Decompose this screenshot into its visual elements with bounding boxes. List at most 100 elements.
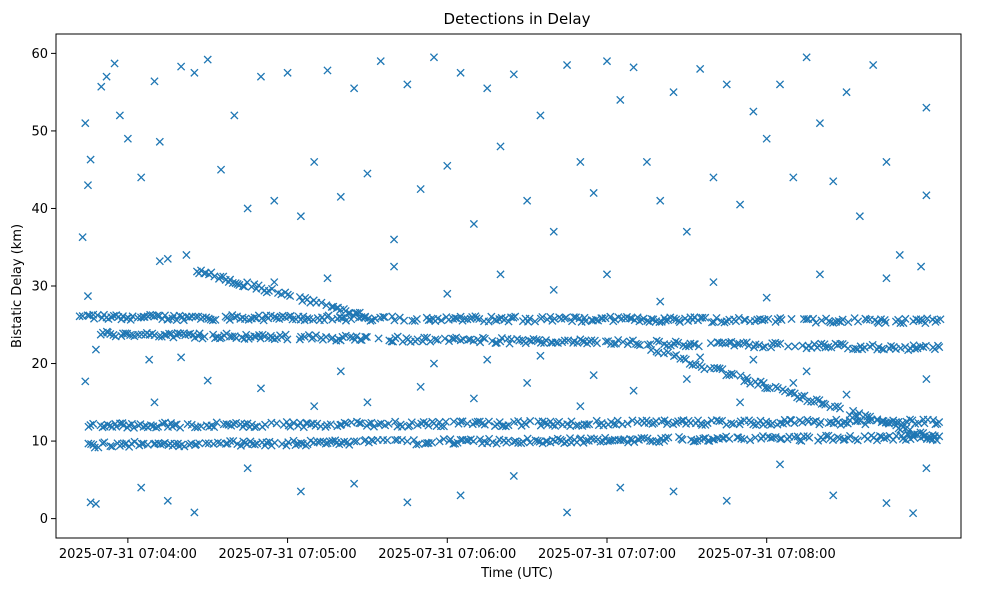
data-point xyxy=(715,417,724,426)
data-point xyxy=(456,68,465,77)
data-point xyxy=(200,332,209,341)
data-point xyxy=(551,338,560,347)
data-point xyxy=(323,274,332,283)
data-point xyxy=(881,318,890,327)
data-point xyxy=(601,314,610,323)
data-point xyxy=(278,439,287,449)
data-point xyxy=(321,332,331,342)
data-point xyxy=(882,499,891,508)
data-point xyxy=(240,420,249,429)
data-point xyxy=(729,370,738,379)
data-point xyxy=(441,417,450,426)
data-point xyxy=(203,55,212,64)
data-point xyxy=(576,402,585,411)
x-axis: 2025-07-31 07:04:00 2025-07-31 07:05:00 20… xyxy=(59,538,836,562)
data-point xyxy=(709,278,718,287)
data-point xyxy=(874,319,883,328)
data-point xyxy=(901,314,910,323)
data-point xyxy=(121,329,130,338)
data-point xyxy=(81,377,90,386)
data-point xyxy=(674,338,683,347)
data-point xyxy=(873,416,882,425)
data-point xyxy=(525,438,535,447)
data-point xyxy=(784,342,793,351)
data-point xyxy=(109,311,118,320)
data-point xyxy=(216,272,225,281)
data-point xyxy=(163,254,172,263)
data-point xyxy=(173,328,182,338)
data-point xyxy=(698,313,707,322)
data-point xyxy=(922,103,931,112)
data-point xyxy=(240,282,249,291)
data-point xyxy=(340,437,349,446)
data-point xyxy=(115,111,124,120)
data-point xyxy=(655,317,664,327)
data-point xyxy=(250,440,259,449)
data-point xyxy=(469,219,478,229)
y-tick-label: 0 xyxy=(40,512,48,527)
data-point xyxy=(256,72,266,81)
data-point xyxy=(190,68,199,77)
data-point xyxy=(350,84,359,93)
data-point xyxy=(714,338,724,347)
data-point xyxy=(476,338,485,347)
data-point xyxy=(163,496,172,505)
data-point xyxy=(776,434,785,443)
data-point xyxy=(749,420,758,429)
data-point xyxy=(821,343,830,352)
data-point xyxy=(807,397,816,406)
data-point xyxy=(932,436,941,445)
data-point xyxy=(270,438,279,447)
data-point xyxy=(536,111,545,120)
data-point xyxy=(652,437,661,446)
data-point xyxy=(538,312,547,322)
data-point xyxy=(853,436,862,445)
data-point xyxy=(177,62,186,71)
data-point xyxy=(722,80,731,89)
data-point xyxy=(433,335,442,345)
data-point xyxy=(283,68,292,77)
data-point xyxy=(208,316,217,325)
data-point xyxy=(170,439,179,448)
data-point xyxy=(123,134,132,143)
data-point xyxy=(749,355,758,364)
data-point xyxy=(460,314,469,323)
data-point xyxy=(388,312,397,321)
data-point xyxy=(629,63,638,72)
x-axis-title: Time (UTC) xyxy=(480,566,553,581)
data-point xyxy=(715,364,724,373)
data-point xyxy=(681,342,690,351)
data-point xyxy=(191,312,200,321)
data-point xyxy=(238,313,247,322)
data-point xyxy=(150,398,159,407)
data-point xyxy=(230,111,239,120)
data-point xyxy=(881,418,890,427)
data-point xyxy=(328,437,337,446)
data-point xyxy=(504,421,513,430)
data-point xyxy=(633,340,642,349)
data-point xyxy=(322,301,331,310)
data-point xyxy=(629,386,638,395)
data-point xyxy=(277,332,286,342)
data-point xyxy=(725,338,734,347)
data-point xyxy=(81,119,90,128)
data-point xyxy=(601,337,610,346)
data-point xyxy=(361,332,370,342)
x-tick-label: 2025-07-31 07:08:00 xyxy=(698,547,836,562)
data-point xyxy=(616,483,625,492)
data-point xyxy=(262,438,271,447)
data-point xyxy=(790,418,799,428)
data-point xyxy=(602,57,612,66)
data-point xyxy=(504,317,513,326)
data-point xyxy=(397,435,407,445)
data-point xyxy=(746,379,755,388)
data-point xyxy=(476,435,485,444)
data-point xyxy=(550,314,559,323)
data-point xyxy=(514,438,523,447)
data-point xyxy=(640,433,649,443)
data-point xyxy=(935,432,944,441)
data-point xyxy=(625,314,635,323)
data-point xyxy=(284,312,293,321)
x-tick-label: 2025-07-31 07:07:00 xyxy=(538,547,676,562)
data-point xyxy=(589,188,598,198)
